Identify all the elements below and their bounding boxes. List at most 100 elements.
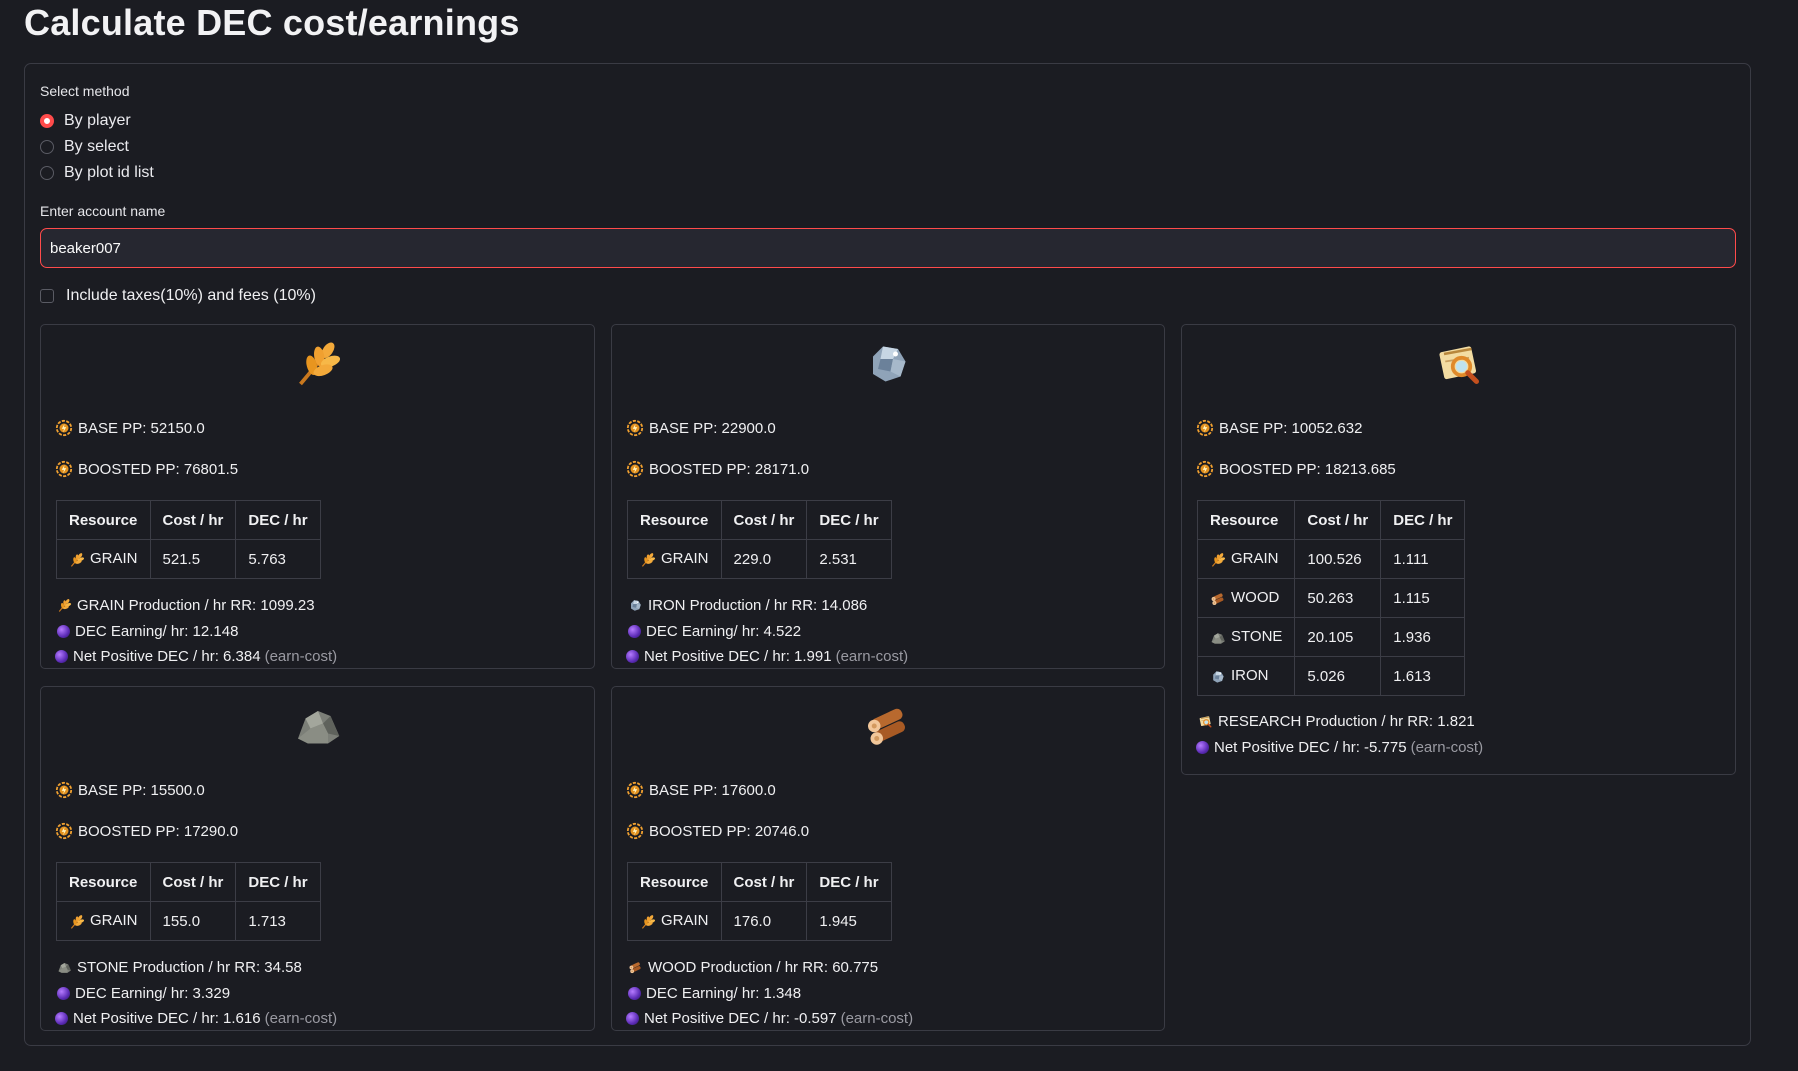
base-pp-text: BASE PP: 17600.0	[649, 781, 776, 799]
header-cost: Cost / hr	[720, 862, 808, 902]
cell-dec: 1.115	[1380, 578, 1466, 618]
boosted-pp: BOOSTED PP: 18213.685	[1196, 460, 1396, 478]
radio-unselected-icon[interactable]	[40, 140, 54, 154]
resource-table: Resource Cost / hr DEC / hr GRAIN 521.5 …	[56, 500, 321, 579]
power-icon	[55, 419, 73, 437]
taxes-checkbox[interactable]	[40, 289, 54, 303]
resource-name: IRON	[1231, 667, 1269, 685]
cell-cost: 229.0	[720, 539, 808, 579]
resource-card-wood: BASE PP: 17600.0 BOOSTED PP: 20746.0 Res…	[611, 686, 1165, 1031]
header-dec: DEC / hr	[235, 500, 321, 540]
table-row: STONE 20.105 1.936	[1196, 617, 1466, 657]
dec-icon	[628, 987, 641, 1000]
net-dec-text: Net Positive DEC / hr: -5.775	[1214, 739, 1407, 756]
dec-earning-line: DEC Earning/ hr: 4.522	[628, 623, 801, 640]
power-icon	[1196, 460, 1214, 478]
wood-icon	[1210, 591, 1226, 607]
radio-by-select[interactable]: By select	[40, 138, 129, 156]
base-pp: BASE PP: 52150.0	[55, 419, 205, 437]
cell-cost: 100.526	[1294, 539, 1382, 579]
radio-selected-icon[interactable]	[40, 114, 54, 128]
power-icon	[626, 419, 644, 437]
base-pp-text: BASE PP: 52150.0	[78, 419, 205, 437]
radio-by-plot-id-list[interactable]: By plot id list	[40, 164, 154, 182]
resource-name: GRAIN	[661, 912, 709, 930]
net-note: (earn-cost)	[1410, 739, 1484, 756]
research-icon	[1198, 714, 1213, 729]
resource-card-stone: BASE PP: 15500.0 BOOSTED PP: 17290.0 Res…	[40, 686, 595, 1031]
table-header-row: Resource Cost / hr DEC / hr	[627, 500, 892, 540]
cell-resource: GRAIN	[627, 539, 722, 579]
table-row: GRAIN 521.5 5.763	[56, 539, 321, 579]
net-dec-text: Net Positive DEC / hr: 6.384	[73, 648, 261, 665]
net-dec-text: Net Positive DEC / hr: -0.597	[644, 1010, 837, 1027]
method-label: Select method	[40, 83, 130, 99]
header-resource: Resource	[627, 862, 722, 902]
boosted-pp-text: BOOSTED PP: 28171.0	[649, 460, 810, 478]
boosted-pp: BOOSTED PP: 20746.0	[626, 822, 809, 840]
header-cost: Cost / hr	[149, 500, 237, 540]
power-icon	[626, 781, 644, 799]
table-row: IRON 5.026 1.613	[1196, 656, 1466, 696]
power-icon	[626, 822, 644, 840]
cell-dec: 1.613	[1380, 656, 1466, 696]
stone-icon	[57, 960, 72, 975]
production-text: RESEARCH Production / hr RR: 1.821	[1218, 713, 1475, 730]
cell-cost: 176.0	[720, 901, 808, 941]
taxes-checkbox-row[interactable]: Include taxes(10%) and fees (10%)	[40, 287, 316, 305]
taxes-label: Include taxes(10%) and fees (10%)	[66, 287, 316, 304]
radio-by-player[interactable]: By player	[40, 112, 131, 130]
cell-cost: 155.0	[149, 901, 237, 941]
production-text: WOOD Production / hr RR: 60.775	[648, 959, 879, 976]
cell-resource: GRAIN	[1196, 539, 1296, 579]
account-label: Enter account name	[40, 203, 166, 219]
net-dec-line: Net Positive DEC / hr: 6.384 (earn-cost)	[55, 648, 337, 665]
production-line: STONE Production / hr RR: 34.58	[57, 959, 302, 976]
boosted-pp-text: BOOSTED PP: 18213.685	[1219, 460, 1396, 478]
resource-name: STONE	[1231, 628, 1283, 646]
resource-card-iron: BASE PP: 22900.0 BOOSTED PP: 28171.0 Res…	[611, 324, 1165, 669]
dec-earning-text: DEC Earning/ hr: 1.348	[646, 985, 802, 1002]
production-text: GRAIN Production / hr RR: 1099.23	[77, 597, 315, 614]
cell-resource: GRAIN	[627, 901, 722, 941]
header-resource: Resource	[1196, 500, 1296, 540]
dec-icon	[55, 1012, 68, 1025]
stone-icon	[293, 701, 343, 751]
net-dec-line: Net Positive DEC / hr: -5.775 (earn-cost…	[1196, 739, 1483, 756]
table-row: GRAIN 176.0 1.945	[627, 901, 892, 941]
table-header-row: Resource Cost / hr DEC / hr	[627, 862, 892, 902]
base-pp: BASE PP: 22900.0	[626, 419, 776, 437]
table-row: GRAIN 229.0 2.531	[627, 539, 892, 579]
radio-label: By select	[64, 138, 129, 155]
radio-unselected-icon[interactable]	[40, 166, 54, 180]
production-line: RESEARCH Production / hr RR: 1.821	[1198, 713, 1475, 730]
dec-icon	[1196, 741, 1209, 754]
account-name-input[interactable]	[40, 228, 1736, 268]
power-icon	[1196, 419, 1214, 437]
dec-earning-line: DEC Earning/ hr: 1.348	[628, 985, 801, 1002]
net-note: (earn-cost)	[264, 648, 338, 665]
net-note: (earn-cost)	[840, 1010, 914, 1027]
net-dec-line: Net Positive DEC / hr: 1.991 (earn-cost)	[626, 648, 908, 665]
grain-icon	[640, 914, 656, 930]
cell-cost: 5.026	[1294, 656, 1382, 696]
net-note: (earn-cost)	[264, 1010, 338, 1027]
iron-icon	[863, 339, 913, 389]
cell-resource: GRAIN	[56, 901, 151, 941]
base-pp: BASE PP: 17600.0	[626, 781, 776, 799]
net-dec-line: Net Positive DEC / hr: -0.597 (earn-cost…	[626, 1010, 913, 1027]
table-row: WOOD 50.263 1.115	[1196, 578, 1466, 618]
header-dec: DEC / hr	[235, 862, 321, 902]
net-dec-line: Net Positive DEC / hr: 1.616 (earn-cost)	[55, 1010, 337, 1027]
power-icon	[55, 460, 73, 478]
header-resource: Resource	[56, 500, 151, 540]
table-row: GRAIN 155.0 1.713	[56, 901, 321, 941]
cell-dec: 1.111	[1380, 539, 1466, 579]
wood-icon	[628, 960, 643, 975]
header-dec: DEC / hr	[806, 500, 892, 540]
table-header-row: Resource Cost / hr DEC / hr	[56, 862, 321, 902]
net-dec-text: Net Positive DEC / hr: 1.991	[644, 648, 832, 665]
cell-dec: 1.713	[235, 901, 321, 941]
grain-icon	[640, 552, 656, 568]
resource-table: Resource Cost / hr DEC / hr GRAIN 100.52…	[1196, 500, 1466, 696]
